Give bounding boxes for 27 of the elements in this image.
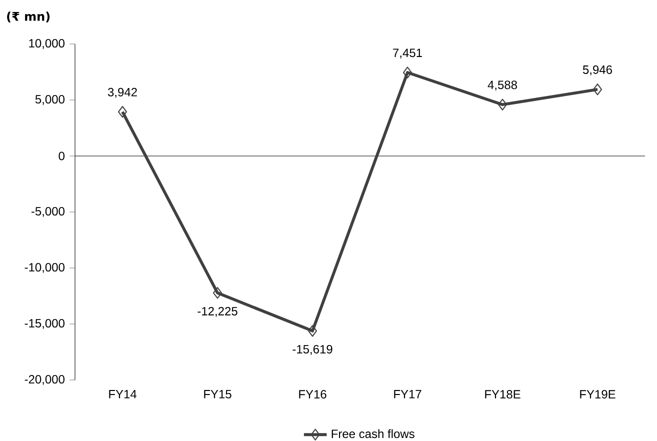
point xyxy=(212,287,222,299)
x-tick-label: FY14 xyxy=(109,390,136,398)
data-label: 7,451 xyxy=(393,48,422,58)
x-tick-label: FY16 xyxy=(299,390,326,399)
y-tick-label: -15,000 xyxy=(24,319,64,329)
y-tick-label: -10,000 xyxy=(24,263,64,273)
x-tick-label: FY17 xyxy=(394,390,422,398)
point xyxy=(402,66,412,78)
y-tick-label: -5,000 xyxy=(31,207,64,217)
data-label: 5,946 xyxy=(582,65,612,76)
y-tick-label: 10,000 xyxy=(29,39,64,49)
point xyxy=(592,84,602,96)
data-label: 3,942 xyxy=(108,88,137,98)
data-label: 4,588 xyxy=(488,80,517,91)
point xyxy=(118,106,128,118)
legend-label: Free cash flows xyxy=(332,429,414,438)
x-tick-label: FY18E xyxy=(485,390,520,399)
point xyxy=(498,98,508,110)
data-label: -12,225 xyxy=(198,306,238,317)
x-tick-label: FY19E xyxy=(580,390,616,399)
y-tick-label: -20,000 xyxy=(24,375,64,385)
x-tick-label: FY15 xyxy=(204,390,232,398)
data-label: -15,619 xyxy=(292,344,332,355)
chart-title: (₹ mn) xyxy=(7,12,50,22)
point xyxy=(308,325,318,337)
y-tick-label: 0 xyxy=(58,152,64,160)
y-tick-label: 5,000 xyxy=(35,95,64,105)
